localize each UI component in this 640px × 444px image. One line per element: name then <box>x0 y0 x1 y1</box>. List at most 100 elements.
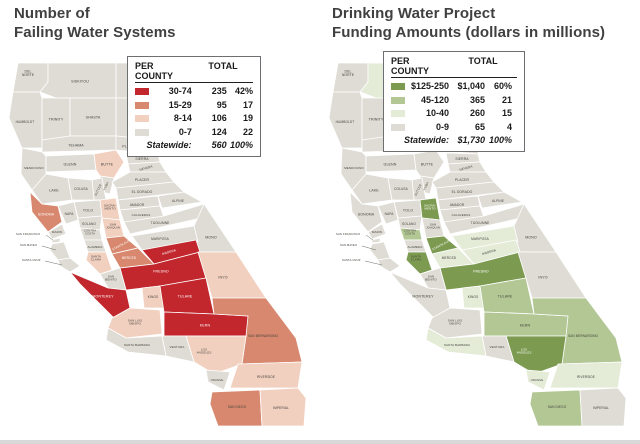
county-label-inyo: INYO <box>218 275 227 279</box>
county-label-mariposa: MARIPOSA <box>151 237 169 241</box>
legend-statewide-row: Statewide: $1,730 100% <box>391 134 517 148</box>
county-label-trinity: TRINITY <box>49 117 64 121</box>
county-label-slo: SAN LUIS OBISPO <box>128 318 142 325</box>
county-label-sanjoaquin: SAN JOAQUIN <box>106 222 120 229</box>
county-label-sacramento: SACRA-MENTO <box>424 203 436 210</box>
county-label-placer: PLACER <box>135 178 150 182</box>
legend-row: 30-74 235 42% <box>135 85 253 99</box>
county-label-alpine: ALPINE <box>492 199 504 203</box>
county-label-tehama: TEHAMA <box>68 143 84 147</box>
county-label-trinity: TRINITY <box>369 117 384 121</box>
legend-total: 235 <box>211 86 227 96</box>
county-label-glenn: GLENN <box>384 162 397 166</box>
county-label-madera: MADERA <box>162 248 178 256</box>
legend-color-swatch <box>135 115 149 123</box>
county-sandiego <box>209 389 263 427</box>
legend-color-swatch <box>391 123 405 131</box>
legend-rows: 30-74 235 42% 15-29 95 17 8-14 106 19 0-7 124 22 <box>135 85 253 139</box>
county-mono <box>513 203 557 253</box>
county-alpine <box>157 191 203 209</box>
county-label-la: LOS ANGELES <box>197 347 212 354</box>
county-label-fresno: FRESNO <box>473 269 489 273</box>
statewide-label: Statewide: <box>403 135 449 145</box>
county-label-amador: AMADOR <box>130 203 145 207</box>
county-label-eldorado: EL DORADO <box>452 190 473 194</box>
county-label-placer: PLACER <box>455 178 470 182</box>
legend-funding-amounts: PER COUNTY TOTAL $125-250 $1,040 60% 45-120… <box>383 51 525 152</box>
county-label-tuolumne: TUOLUMNE <box>151 221 170 225</box>
legend-total: 365 <box>469 94 485 105</box>
county-label-merced: MERCED <box>122 256 137 260</box>
legend-total: 95 <box>216 99 227 110</box>
county-label-santacruz: SANTA CRUZ <box>22 258 41 262</box>
county-label-sonoma: SONOMA <box>38 212 55 216</box>
legend-percent: 19 <box>242 113 253 123</box>
legend-header-per-county: PER COUNTY <box>391 56 449 78</box>
legend-statewide-row: Statewide: 560 100% <box>135 139 253 153</box>
county-sandiego <box>529 389 583 427</box>
county-label-marin: MARIN <box>52 230 62 234</box>
county-label-napa: NAPA <box>65 212 75 216</box>
county-label-marin: MARIN <box>372 230 382 234</box>
county-santacruz <box>377 257 401 273</box>
county-label-pointer <box>364 260 383 266</box>
legend-total: 124 <box>211 126 227 137</box>
county-label-calaveras: CALAVERAS <box>132 213 151 217</box>
title-funding-amounts: Drinking Water Project Funding Amounts (… <box>332 5 606 41</box>
county-label-yuba: YUBA <box>422 181 429 190</box>
county-label-sierra: SIERRA <box>455 157 469 161</box>
county-label-kern: KERN <box>200 323 211 327</box>
legend-color-swatch <box>391 83 405 91</box>
county-label-yuba: YUBA <box>102 181 109 190</box>
county-orange <box>525 369 551 391</box>
legend-header-total: TOTAL <box>193 61 253 83</box>
county-label-pointer <box>45 234 54 241</box>
county-label-ventura: VENTURA <box>489 345 504 349</box>
county-label-amador: AMADOR <box>450 203 465 207</box>
legend-range: 0-7 <box>178 126 192 137</box>
county-sanmateo <box>369 241 391 261</box>
statewide-percent: 100% <box>488 135 512 145</box>
county-label-alpine: ALPINE <box>172 199 184 203</box>
county-label-sutter: SUTTER <box>94 183 103 197</box>
county-imperial <box>259 387 307 427</box>
county-label-napa: NAPA <box>385 212 395 216</box>
legend-rows: $125-250 $1,040 60% 45-120 365 21 10-40 260 15 0-… <box>391 80 517 134</box>
county-label-mendocino: MENDOCINO <box>344 166 364 170</box>
county-label-tulare: TULARE <box>178 294 193 298</box>
legend-total: 260 <box>469 108 485 118</box>
county-label-sf: SAN FRANCISCO <box>16 232 41 236</box>
county-label-santaclara: SANTA CLARA <box>411 254 422 261</box>
county-delnorte <box>12 62 49 93</box>
county-label-mariposa: MARIPOSA <box>471 237 489 241</box>
county-label-imperial: IMPERIAL <box>593 406 609 410</box>
legend-color-swatch <box>391 110 405 118</box>
county-sanmateo <box>49 241 71 261</box>
county-label-humboldt: HUMBOLDT <box>16 120 35 124</box>
county-label-sanbernardino: SAN BERNARDINO <box>568 334 599 338</box>
legend-range: 8-14 <box>173 113 192 123</box>
county-label-madera: MADERA <box>482 248 498 256</box>
county-label-pointer <box>365 234 374 241</box>
county-label-santabarbara: SANTA BARBARA <box>444 343 470 347</box>
county-label-santabarbara: SANTA BARBARA <box>124 343 150 347</box>
county-alpine <box>477 191 523 209</box>
county-label-orange: ORANGE <box>531 378 544 382</box>
legend-total: 65 <box>474 121 485 132</box>
legend-color-swatch <box>391 96 405 104</box>
county-label-shasta: SHASTA <box>86 115 101 119</box>
legend-failing-water-systems: PER COUNTY TOTAL 30-74 235 42% 15-29 95 17 8-1… <box>127 56 261 157</box>
county-label-sandiego: SAN DIEGO <box>548 405 567 409</box>
county-label-pointer <box>44 260 63 266</box>
legend-percent: 4 <box>506 121 512 132</box>
statewide-total: $1,730 <box>457 135 485 145</box>
county-label-riverside: RIVERSIDE <box>257 375 275 379</box>
county-label-alameda: ALAMEDA <box>407 245 422 249</box>
county-label-sanbenito: SAN BENITO <box>105 274 117 281</box>
county-label-butte: BUTTE <box>421 162 434 166</box>
county-label-siskiyou: SISKIYOU <box>71 79 89 83</box>
county-label-contracosta: CONTRA COSTA <box>404 228 416 235</box>
county-label-lake: LAKE <box>49 188 59 192</box>
county-label-sanmateo: SAN MATEO <box>20 243 38 247</box>
county-label-slo: SAN LUIS OBISPO <box>448 318 462 325</box>
